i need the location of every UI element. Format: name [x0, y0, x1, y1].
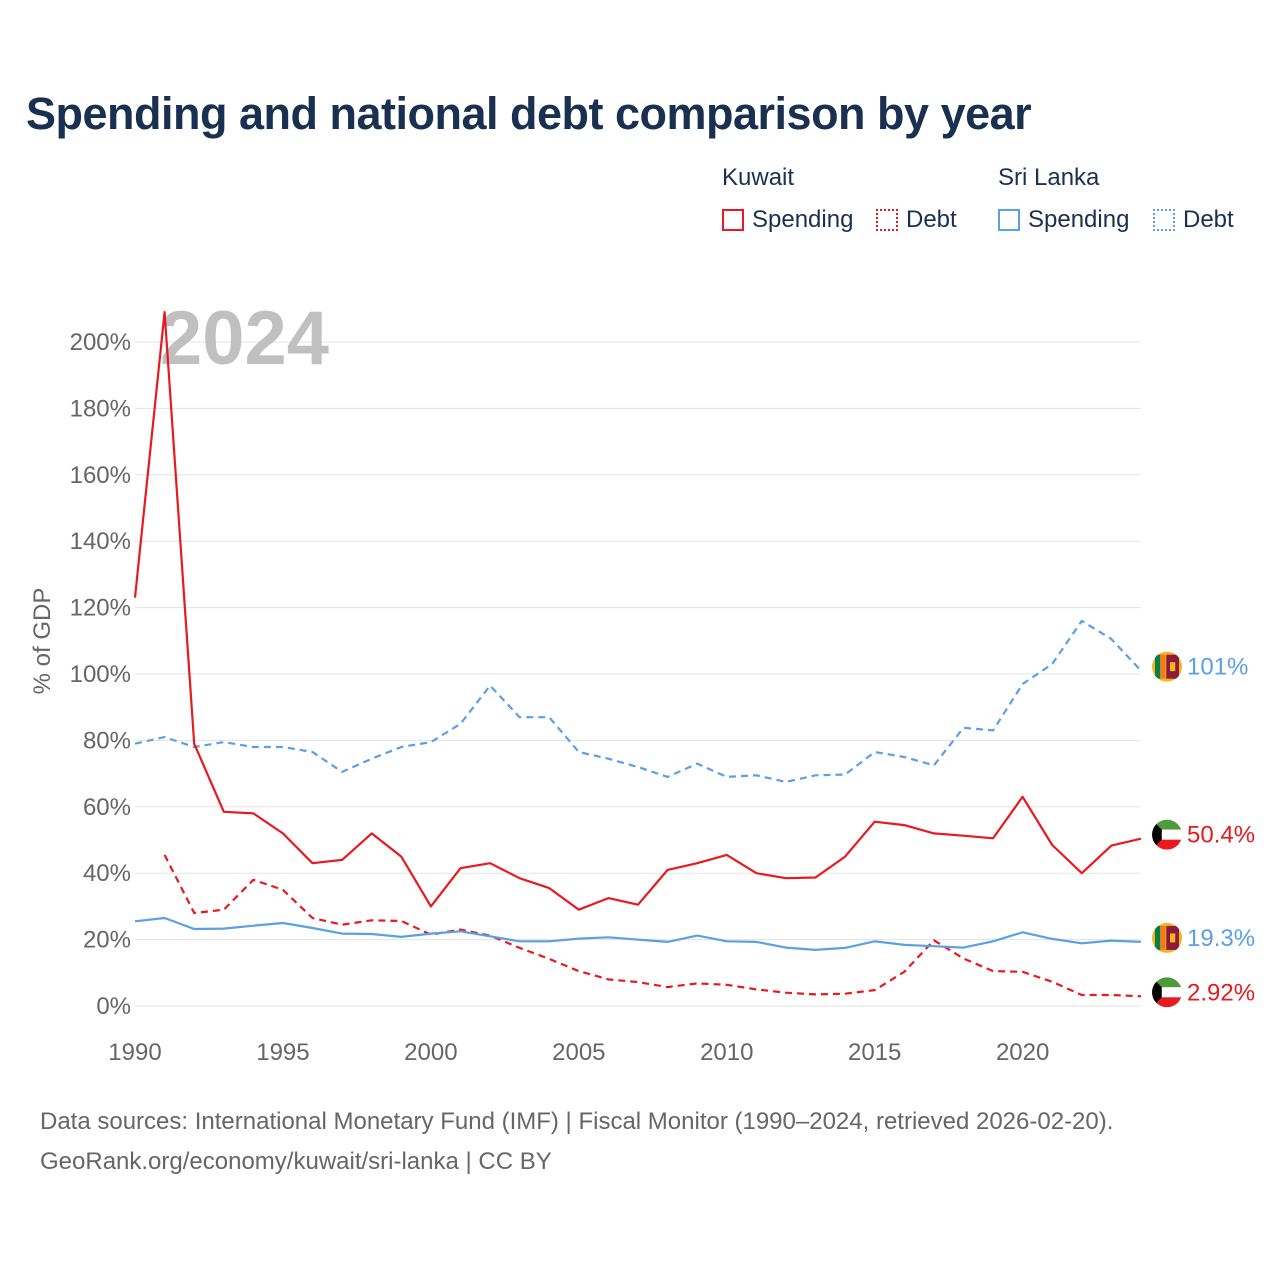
- end-value-label: 2.92%: [1187, 979, 1255, 1006]
- legend-swatch-sri-lanka-debt: [1153, 209, 1175, 231]
- y-tick-label: 120%: [70, 595, 131, 622]
- x-tick-label: 2015: [848, 1039, 901, 1066]
- sri-lanka-flag-icon: [1152, 651, 1182, 682]
- series-lines: [133, 311, 1142, 998]
- y-tick-label: 200%: [70, 329, 131, 356]
- legend-label-sri-lanka-spending: Spending: [1028, 206, 1130, 233]
- legend-swatch-sri-lanka-spending: [998, 209, 1020, 231]
- line-chart: 2024 0% 20% 40% 60% 80% 100% 120% 140% 160% 180% 2…: [29, 296, 1255, 1066]
- x-tick-label: 1990: [108, 1039, 161, 1066]
- y-axis: 0% 20% 40% 60% 80% 100% 120% 140% 160% 180% 200%: [70, 329, 131, 1020]
- y-tick-label: 140%: [70, 528, 131, 555]
- legend-group-kuwait: Kuwait: [722, 164, 795, 191]
- y-axis-title: % of GDP: [29, 588, 56, 695]
- end-value-label: 50.4%: [1187, 822, 1255, 849]
- legend-swatch-kuwait-spending: [722, 209, 744, 231]
- end-value-label: 101%: [1187, 654, 1248, 681]
- x-tick-label: 2005: [552, 1039, 605, 1066]
- y-tick-label: 80%: [83, 727, 131, 754]
- series-line-kuwait-debt[interactable]: [163, 854, 1142, 998]
- x-axis: 1990 1995 2000 2005 2010 2015 2020: [108, 1039, 1049, 1066]
- sri-lanka-flag-icon: [1152, 922, 1182, 953]
- x-tick-label: 2010: [700, 1039, 753, 1066]
- y-tick-label: 100%: [70, 661, 131, 688]
- kuwait-flag-icon: [1152, 819, 1182, 850]
- kuwait-flag-icon: [1152, 977, 1182, 1008]
- legend-group-sri-lanka: Sri Lanka: [998, 164, 1100, 191]
- year-watermark: 2024: [160, 296, 329, 381]
- y-tick-label: 20%: [83, 927, 131, 954]
- y-tick-label: 40%: [83, 860, 131, 887]
- series-line-sri-lanka-debt[interactable]: [134, 619, 1142, 783]
- legend-label-sri-lanka-debt: Debt: [1183, 206, 1234, 233]
- series-line-sri-lanka-spending[interactable]: [134, 916, 1142, 951]
- series-line-kuwait-spending[interactable]: [133, 311, 1142, 911]
- chart-title: Spending and national debt comparison by…: [26, 88, 1032, 139]
- footer-credit[interactable]: GeoRank.org/economy/kuwait/sri-lanka | C…: [40, 1148, 552, 1175]
- y-tick-label: 0%: [96, 993, 131, 1020]
- footer-sources: Data sources: International Monetary Fun…: [40, 1108, 1114, 1135]
- x-tick-label: 2020: [996, 1039, 1049, 1066]
- y-tick-label: 60%: [83, 794, 131, 821]
- y-tick-label: 180%: [70, 395, 131, 422]
- x-tick-label: 2000: [404, 1039, 457, 1066]
- y-tick-label: 160%: [70, 462, 131, 489]
- legend-swatch-kuwait-debt: [876, 209, 898, 231]
- end-markers: 101% 50.4% 19.3% 2.92%: [1152, 651, 1255, 1008]
- legend-label-kuwait-spending: Spending: [752, 206, 854, 233]
- gridlines: [135, 341, 1141, 1007]
- end-value-label: 19.3%: [1187, 925, 1255, 952]
- legend-kuwait-debt[interactable]: Debt: [876, 205, 957, 235]
- legend-kuwait-spending[interactable]: Spending: [722, 205, 853, 235]
- legend-label-kuwait-debt: Debt: [906, 206, 957, 233]
- legend-sri-lanka-debt[interactable]: Debt: [1153, 205, 1234, 235]
- legend-sri-lanka-spending[interactable]: Spending: [998, 205, 1129, 235]
- x-tick-label: 1995: [256, 1039, 309, 1066]
